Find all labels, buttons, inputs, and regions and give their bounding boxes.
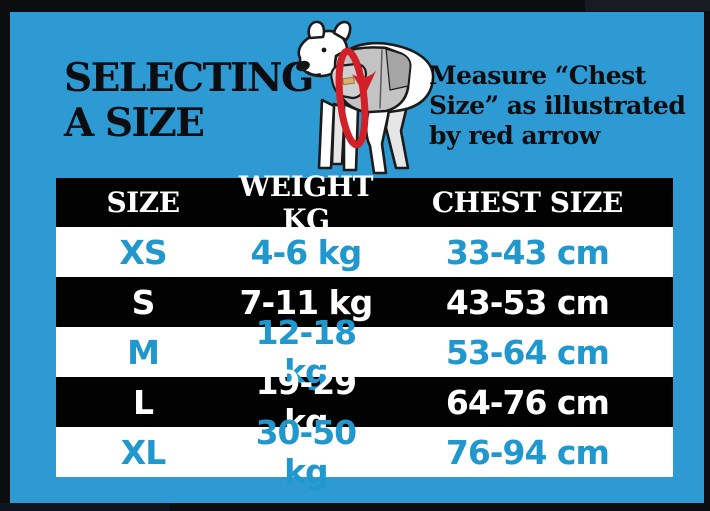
dog-chest-measure-icon [296, 20, 435, 175]
instruction-line-3: by red arrow [429, 121, 600, 150]
size-cell: XS [119, 232, 167, 272]
size-cell: XL [120, 432, 166, 472]
measure-instruction: Measure “Chest Size” as illustrated by r… [429, 61, 686, 151]
chest-cell: 64-76 cm [445, 382, 610, 422]
weight-cell: 19-29 kg [255, 363, 358, 441]
instruction-line-2: Size” as illustrated [429, 91, 686, 120]
size-guide-card: SELECTING A SIZE [10, 12, 704, 503]
size-table: SIZE WEIGHT KG CHEST SIZE XS 4-6 kg 33-4… [56, 170, 673, 491]
size-cell: L [132, 382, 154, 422]
title-line-1: SELECTING [64, 55, 314, 101]
column-header-weight: WEIGHT KG [238, 169, 374, 236]
table-row-l: L 19-29 kg 64-76 cm [56, 363, 673, 441]
page-background-shade [0, 503, 170, 511]
weight-cell: 4-6 kg [250, 232, 363, 272]
table-header-row: SIZE WEIGHT KG CHEST SIZE [56, 170, 673, 236]
dog-illustration [286, 16, 440, 178]
title-line-2: A SIZE [64, 100, 205, 146]
column-header-size: SIZE [106, 186, 180, 219]
chest-cell: 76-94 cm [445, 432, 610, 472]
size-cell: S [131, 282, 156, 322]
chest-cell: 33-43 cm [445, 232, 610, 272]
weight-cell: 7-11 kg [239, 282, 374, 322]
chest-cell: 43-53 cm [445, 282, 610, 322]
table-row-m: M 12-18 kg 53-64 cm [56, 313, 673, 391]
table-row-s: S 7-11 kg 43-53 cm [56, 277, 673, 327]
weight-cell: 30-50 kg [255, 413, 358, 491]
chest-cell: 53-64 cm [445, 332, 610, 372]
red-measure-arrow [335, 47, 376, 149]
weight-cell: 12-18 kg [255, 313, 358, 391]
page-background-shade [585, 0, 710, 11]
size-cell: M [127, 332, 160, 372]
table-row-xl: XL 30-50 kg 76-94 cm [56, 413, 673, 491]
instruction-line-1: Measure “Chest [429, 61, 646, 90]
page-title: SELECTING A SIZE [64, 55, 314, 146]
table-row-xs: XS 4-6 kg 33-43 cm [56, 227, 673, 277]
column-header-chest: CHEST SIZE [431, 186, 624, 219]
